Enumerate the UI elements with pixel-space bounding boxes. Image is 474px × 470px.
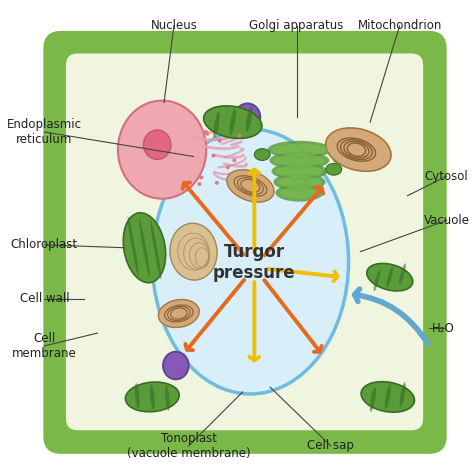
Text: H₂O: H₂O (432, 322, 455, 335)
Ellipse shape (361, 382, 414, 412)
Ellipse shape (215, 181, 219, 185)
Ellipse shape (123, 213, 165, 283)
Ellipse shape (246, 106, 252, 133)
Ellipse shape (270, 152, 329, 169)
Ellipse shape (272, 162, 328, 180)
Ellipse shape (139, 218, 150, 277)
Ellipse shape (150, 384, 155, 409)
Text: Vacuole: Vacuole (424, 214, 470, 227)
Text: Cell sap: Cell sap (308, 439, 355, 453)
Text: Turgor
pressure: Turgor pressure (213, 243, 296, 282)
Ellipse shape (204, 130, 208, 134)
Ellipse shape (152, 129, 348, 394)
FancyBboxPatch shape (43, 31, 447, 454)
Ellipse shape (204, 106, 262, 139)
Ellipse shape (386, 266, 393, 288)
Ellipse shape (235, 103, 260, 131)
Ellipse shape (227, 170, 274, 202)
Ellipse shape (135, 383, 140, 408)
Ellipse shape (118, 101, 206, 199)
Ellipse shape (273, 155, 326, 166)
Ellipse shape (399, 263, 406, 284)
Ellipse shape (329, 139, 345, 150)
Ellipse shape (326, 128, 391, 172)
Ellipse shape (272, 144, 328, 156)
Ellipse shape (218, 139, 221, 143)
Ellipse shape (273, 173, 326, 191)
Ellipse shape (275, 165, 324, 177)
Ellipse shape (255, 149, 270, 160)
Ellipse shape (232, 158, 237, 162)
Ellipse shape (198, 182, 201, 186)
Ellipse shape (237, 134, 241, 138)
Ellipse shape (213, 112, 220, 138)
Ellipse shape (226, 165, 230, 169)
Text: Golgi apparatus: Golgi apparatus (249, 19, 344, 32)
Text: Endoplasmic
reticulum: Endoplasmic reticulum (7, 118, 82, 146)
Ellipse shape (163, 352, 189, 379)
Ellipse shape (400, 382, 406, 407)
Ellipse shape (370, 387, 376, 412)
Text: Nucleus: Nucleus (150, 19, 197, 32)
Ellipse shape (374, 270, 380, 291)
Ellipse shape (199, 175, 203, 180)
Ellipse shape (158, 299, 199, 328)
Ellipse shape (277, 176, 321, 188)
Text: Chloroplast: Chloroplast (11, 238, 78, 251)
Ellipse shape (211, 154, 215, 157)
Ellipse shape (229, 109, 236, 135)
Text: Cell
membrane: Cell membrane (12, 332, 77, 360)
Ellipse shape (275, 184, 324, 202)
Text: Cell wall: Cell wall (19, 292, 69, 306)
FancyBboxPatch shape (66, 54, 423, 430)
Text: Cytosol: Cytosol (425, 170, 469, 183)
Ellipse shape (128, 216, 138, 275)
Ellipse shape (326, 164, 342, 175)
Ellipse shape (126, 382, 179, 412)
Ellipse shape (144, 130, 171, 159)
Ellipse shape (279, 187, 319, 199)
Ellipse shape (165, 386, 170, 411)
Text: Tonoplast
(vacuole membrane): Tonoplast (vacuole membrane) (127, 432, 250, 460)
Ellipse shape (150, 220, 161, 279)
Text: Mitochondrion: Mitochondrion (357, 19, 442, 32)
Ellipse shape (385, 384, 391, 409)
Ellipse shape (367, 264, 413, 291)
Ellipse shape (333, 152, 348, 164)
Ellipse shape (268, 141, 331, 158)
Ellipse shape (170, 223, 217, 280)
Ellipse shape (205, 132, 210, 136)
